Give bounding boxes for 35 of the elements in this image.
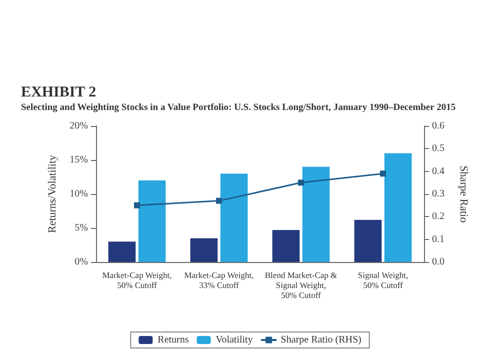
y-tick-label: 5% (74, 222, 88, 234)
bar (302, 166, 330, 262)
x-tick-label: Blend Market-Cap & Signal Weight, 50% Cutoff (264, 270, 338, 300)
y2-tick-label: 0.3 (432, 188, 444, 200)
y2-tick-label: 0.6 (432, 120, 444, 132)
y-tick-label: 15% (70, 154, 88, 166)
y-tick-label: 10% (70, 188, 88, 200)
y-axis-title: Returns/Volatility (46, 154, 58, 234)
bar (108, 242, 136, 262)
legend-label: Volatility (216, 334, 253, 346)
chart-title: EXHIBIT 2 (21, 84, 96, 100)
point (380, 170, 386, 177)
point (216, 198, 222, 204)
y2-axis-title: Sharpe Ratio (458, 165, 470, 224)
y2-tick-label: 0.1 (432, 234, 444, 245)
bar (138, 180, 166, 262)
legend-label: Returns (158, 334, 189, 346)
y2-tick-label: 0.2 (432, 211, 444, 222)
point (134, 202, 140, 208)
x-tick-label: Signal Weight, 50% Cutoff (358, 270, 408, 290)
legend-label: Sharpe Ratio (RHS) (280, 334, 362, 346)
y2-tick-label: 0.4 (432, 166, 444, 177)
y-tick-label: 20% (70, 120, 88, 132)
chart-subtitle: Selecting and Weighting Stocks in a Value Portfolio: U.S. Stocks Long/Short, January 1990–December 2015 (21, 103, 456, 113)
x-tick-label: Market-Cap Weight, 33% Cutoff (184, 270, 254, 290)
y-tick-label: 0% (74, 256, 88, 268)
y2-tick-label: 0.0 (432, 256, 444, 268)
bar (220, 174, 248, 262)
bar (384, 153, 412, 262)
y2-tick-label: 0.5 (432, 143, 444, 154)
x-tick-label: Market-Cap Weight, 50% Cutoff (102, 270, 172, 290)
bar (272, 230, 300, 262)
bar (190, 238, 218, 262)
bar (354, 220, 382, 262)
point (298, 180, 304, 186)
